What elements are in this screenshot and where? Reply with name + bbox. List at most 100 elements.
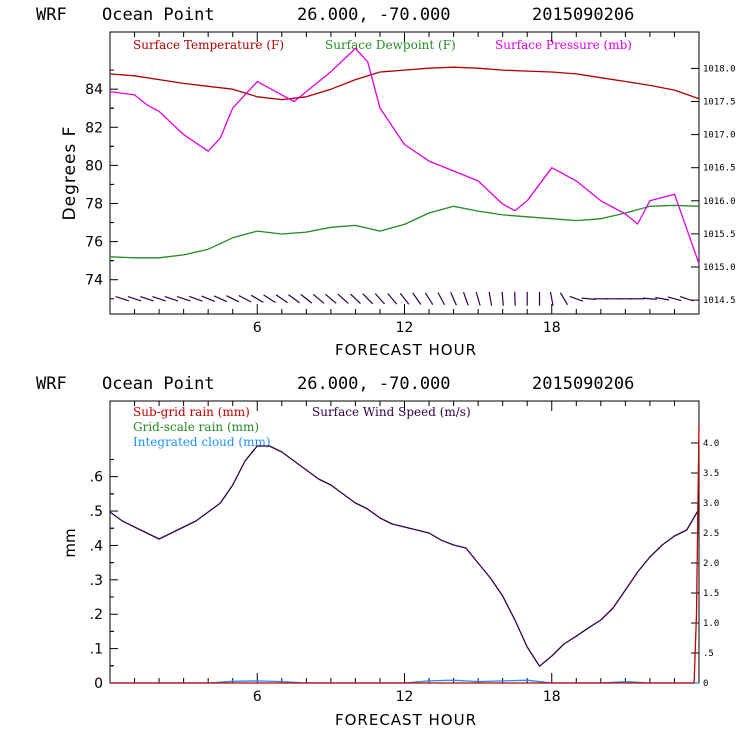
bottom-x-tick-label: 6 (253, 689, 262, 705)
bottom-title-model: WRF (36, 374, 67, 394)
wind-barb (387, 293, 398, 305)
wind-barb (475, 291, 481, 306)
bottom-y2-tick-label: 1.5 (703, 589, 719, 599)
wind-barb (549, 291, 554, 306)
top-x-axis-label: FORECAST HOUR (335, 341, 477, 359)
bottom-title-date: 2015090206 (532, 374, 634, 394)
bottom-series-sub-grid-rain-mm (110, 425, 700, 684)
wind-barb (679, 296, 694, 302)
bottom-axes: 6 12 18 0 .1 .2 .3 .4 .5 .6 0 .5 1.0 1.5 2.0 2.5 3.0 3.5 4… (90, 401, 719, 705)
wind-barb (569, 295, 584, 302)
bottom-y-tick-label: .6 (90, 470, 103, 486)
top-legend-temperature: Surface Temperature (F) (133, 38, 284, 52)
top-y2-tick-label: 1015.5 (703, 230, 736, 240)
top-title-model: WRF (36, 5, 67, 25)
top-x-tick-label: 12 (396, 320, 414, 336)
top-y2-tick-label: 1016.5 (703, 164, 736, 174)
bottom-y-tick-label: 0 (94, 676, 103, 692)
wind-barb (655, 296, 670, 301)
bottom-y2-tick-label: 2.0 (703, 559, 719, 569)
top-legend-pressure: Surface Pressure (mb) (495, 38, 632, 52)
bottom-y2-tick-label: 3.5 (703, 469, 719, 479)
wind-barb (238, 294, 252, 303)
wind-barb (115, 296, 130, 302)
top-x-tick-label: 6 (253, 320, 262, 336)
bottom-legend-gridscale-rain: Grid-scale rain (mm) (133, 420, 259, 434)
bottom-title-coords: 26.000, -70.000 (297, 374, 451, 394)
wind-barb (263, 294, 276, 304)
wind-barb (581, 297, 596, 300)
top-title-date: 2015090206 (532, 5, 634, 25)
top-title-location: Ocean Point (102, 5, 215, 25)
bottom-y-tick-label: .3 (90, 573, 103, 589)
wind-barb (450, 292, 457, 306)
wind-barb (300, 293, 313, 304)
top-x-tick-label: 18 (543, 320, 561, 336)
bottom-y-axis-label: mm (61, 528, 79, 557)
top-legend-dewpoint: Surface Dewpoint (F) (325, 38, 456, 52)
wind-barb (559, 292, 569, 306)
bottom-legend-wind-speed: Surface Wind Speed (m/s) (312, 405, 471, 419)
wind-barb (501, 291, 504, 306)
wind-barb (362, 293, 374, 305)
top-wind-barbs (115, 291, 694, 306)
wind-barb (189, 295, 203, 302)
top-y-axis-label: Degrees F (60, 126, 80, 221)
top-y2-tick-label: 1017.5 (703, 98, 736, 108)
wind-barb (462, 291, 469, 306)
wind-barb (514, 291, 516, 306)
wind-barb (642, 297, 657, 300)
bottom-x-tick-label: 12 (396, 689, 414, 705)
wind-barb (437, 292, 446, 306)
bottom-y2-tick-label: 0 (703, 679, 708, 689)
wind-barb (349, 293, 361, 305)
bottom-y-tick-label: .4 (90, 538, 103, 554)
wind-barb (288, 294, 301, 304)
wind-barb (213, 295, 228, 303)
wind-barb (164, 296, 179, 302)
bottom-y-tick-label: .2 (90, 607, 103, 623)
wind-barb (374, 293, 386, 305)
wind-barb (152, 296, 166, 302)
bottom-y2-tick-label: 2.5 (703, 529, 719, 539)
wind-barb (127, 296, 142, 302)
bottom-title-location: Ocean Point (102, 374, 215, 394)
top-y-tick-label: 82 (85, 120, 103, 136)
wind-barb (325, 293, 337, 304)
wind-barb (667, 296, 682, 302)
top-series (109, 47, 700, 264)
wind-barb (312, 293, 325, 304)
top-series-surface-temperature-f (109, 66, 700, 101)
wind-barb (399, 292, 410, 305)
top-y2-tick-label: 1017.0 (703, 131, 736, 141)
wind-barb (176, 296, 191, 302)
top-y-tick-label: 80 (85, 158, 103, 174)
top-series-surface-dewpoint-f (109, 204, 700, 259)
top-y2-tick-label: 1018.0 (703, 64, 736, 74)
wind-barb (140, 296, 154, 302)
bottom-x-axis-label: FORECAST HOUR (335, 711, 477, 729)
wind-barb (488, 291, 493, 306)
top-plot-frame (109, 31, 700, 315)
bottom-y2-tick-label: 4.0 (703, 439, 719, 449)
bottom-y-tick-label: .1 (90, 642, 103, 658)
wind-barb (201, 295, 215, 302)
bottom-series-surface-wind-speed-m-s (109, 445, 700, 667)
bottom-legend-integrated-cloud: Integrated cloud (mm) (133, 435, 271, 449)
wind-barb (250, 294, 264, 303)
wind-barb (412, 292, 422, 305)
wind-barb (337, 293, 349, 304)
top-series-surface-pressure-mb (109, 47, 700, 264)
top-y2-tick-label: 1014.5 (703, 296, 736, 306)
top-title-coords: 26.000, -70.000 (297, 5, 451, 25)
wind-barb (226, 295, 240, 303)
top-y2-tick-label: 1015.0 (703, 263, 736, 273)
bottom-y2-tick-label: 3.0 (703, 499, 719, 509)
top-y2-tick-label: 1016.0 (703, 197, 736, 207)
bottom-x-tick-label: 18 (543, 689, 561, 705)
bottom-y2-tick-label: .5 (703, 649, 714, 659)
top-y-tick-label: 74 (85, 273, 103, 289)
top-y-tick-label: 76 (85, 235, 103, 251)
